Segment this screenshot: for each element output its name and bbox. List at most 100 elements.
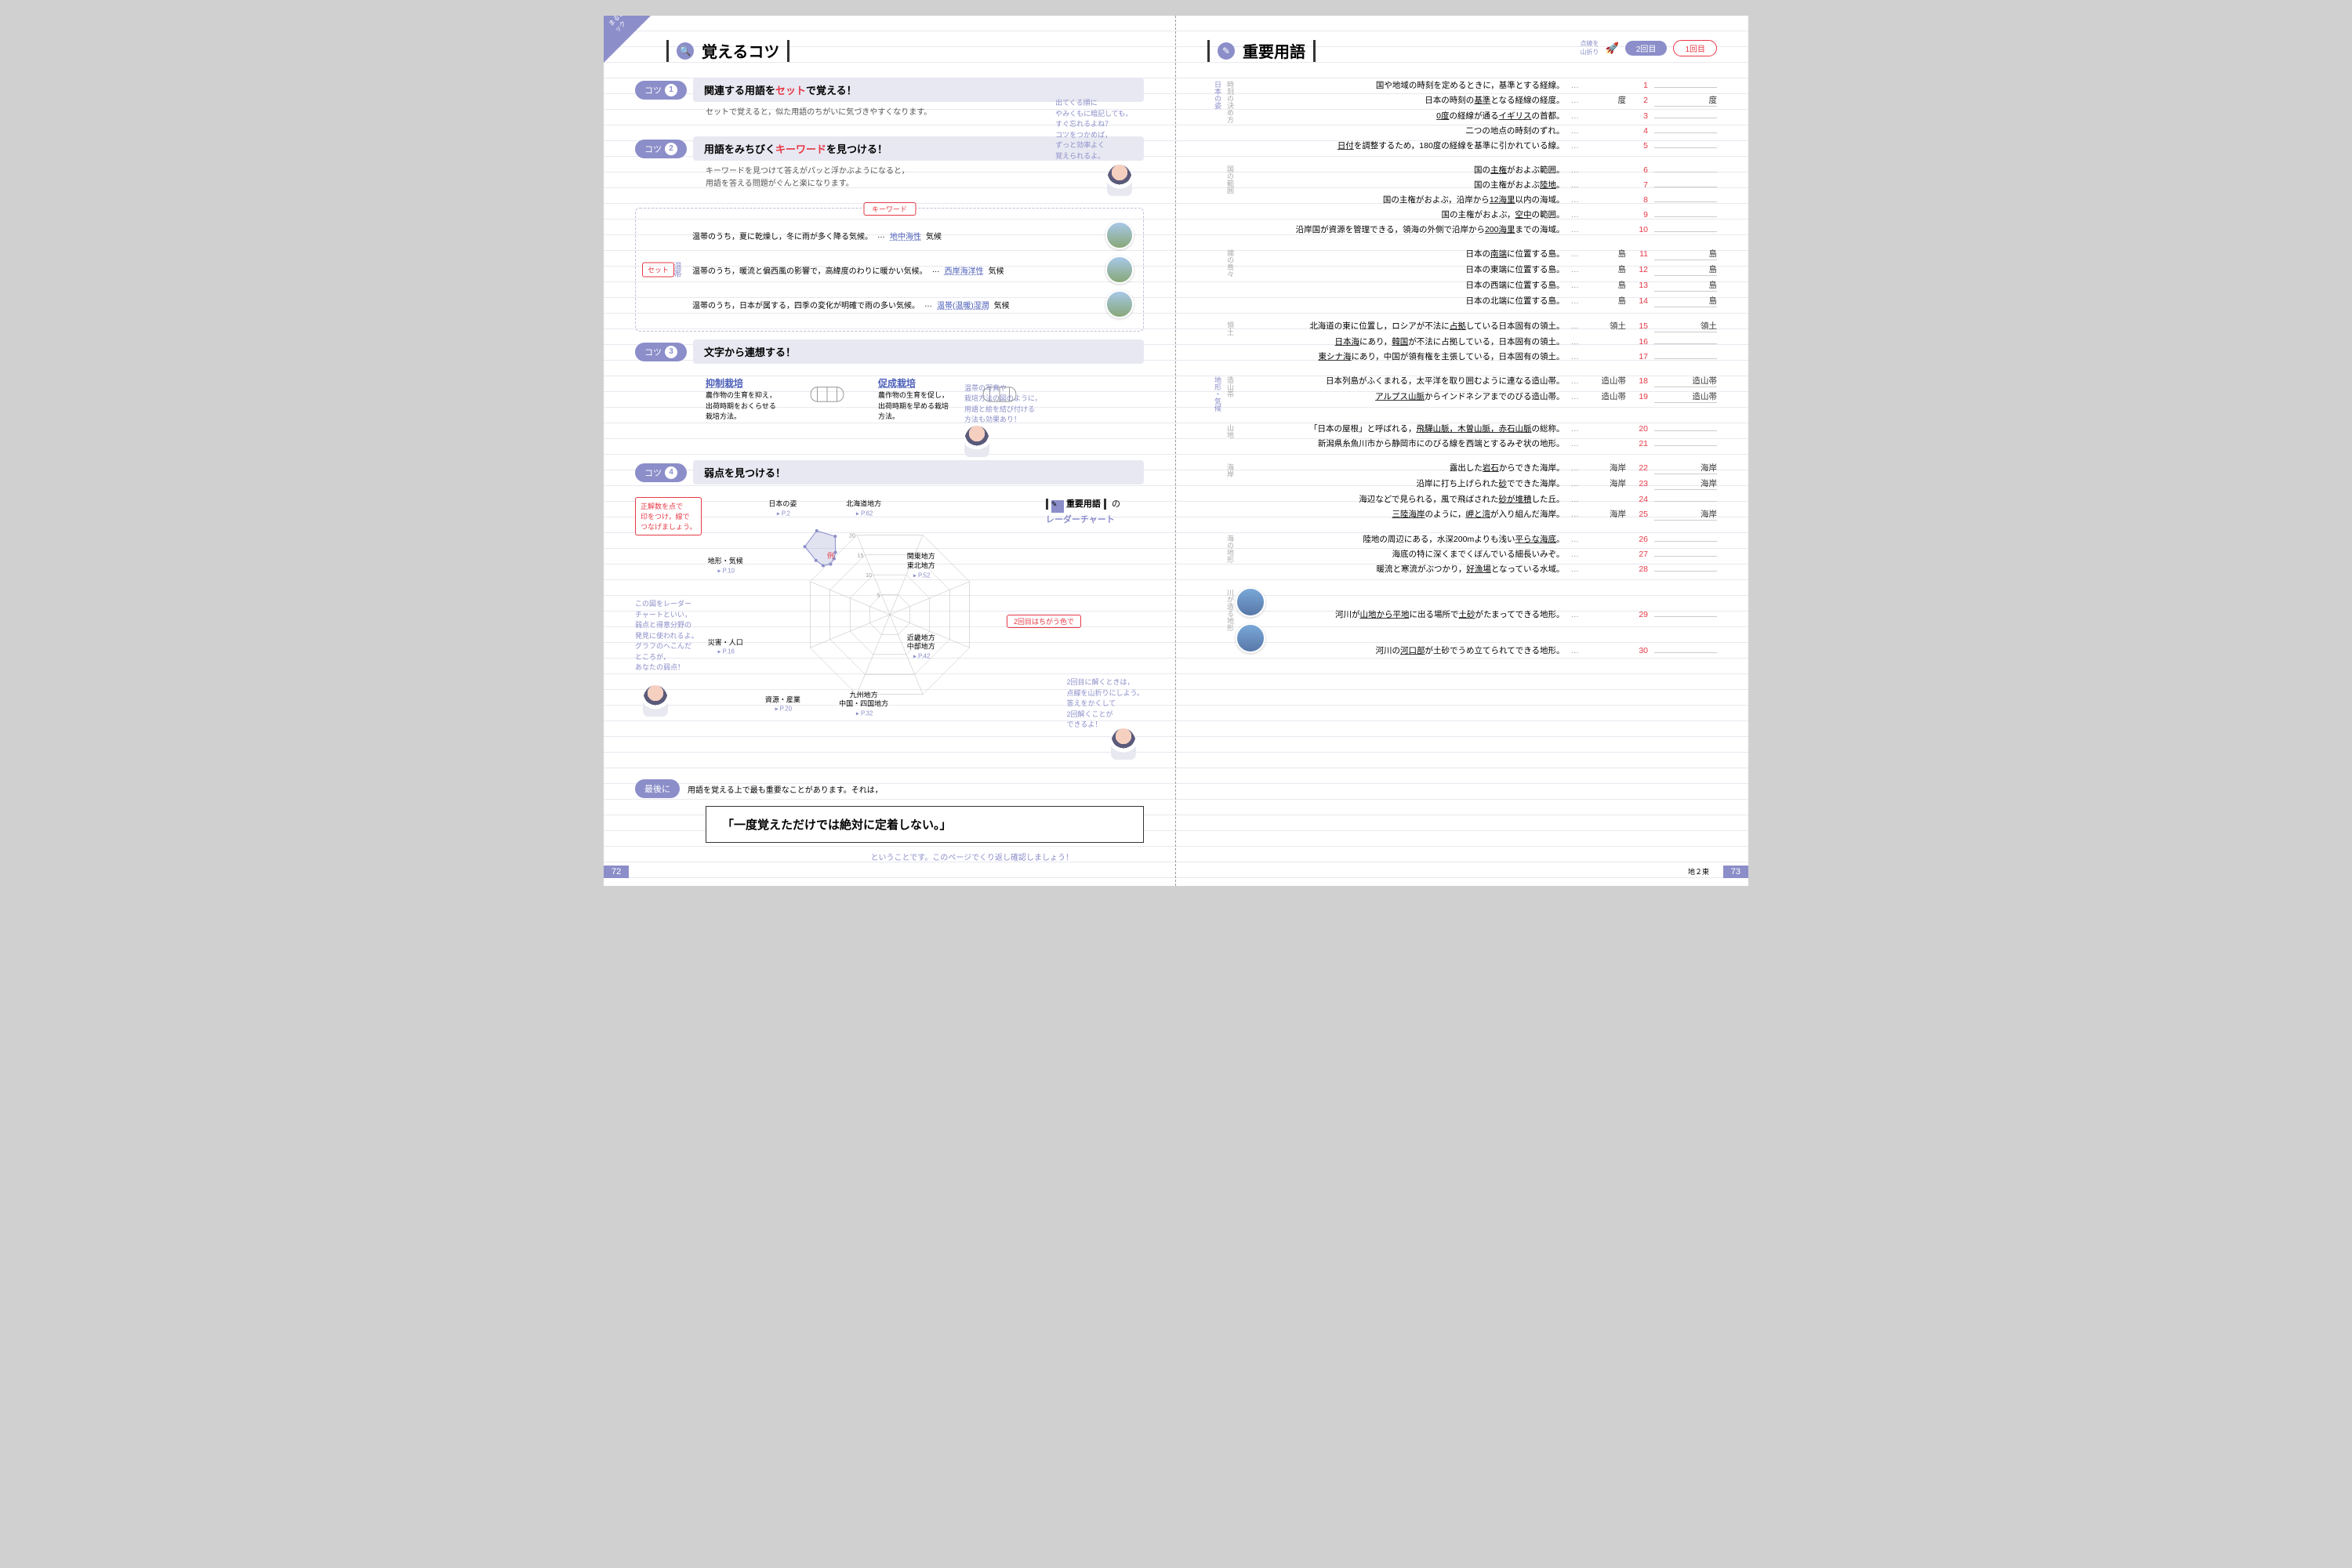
term-desc: 国の主権がおよぶ，空中の範囲。	[1236, 209, 1565, 220]
term-desc: 日本海にあり，韓国が不法に占拠している，日本固有の領土。	[1236, 336, 1565, 347]
tip-block: コツ 4 弱点を見つける！	[635, 460, 1144, 485]
term-suffix: 海岸	[1587, 508, 1626, 520]
term-row: 河川が山地から平地に出る場所で土砂がたまってできる地形。 … 29	[1236, 586, 1717, 622]
term-num: 16	[1632, 337, 1648, 347]
term-answer-blank[interactable]	[1654, 571, 1717, 572]
term-answer-blank[interactable]: 海岸	[1654, 462, 1717, 474]
term-answer-blank[interactable]	[1654, 358, 1717, 359]
final-intro: 用語を覚える上で最も重要なことがあります。それは，	[688, 783, 883, 795]
group-subcategory: 時刻の決め方	[1223, 78, 1236, 153]
svg-text:例: 例	[827, 551, 834, 560]
term-answer-blank[interactable]	[1654, 132, 1717, 133]
header-bar	[787, 40, 789, 62]
term-num: 25	[1632, 510, 1648, 519]
term-answer-blank[interactable]	[1654, 616, 1717, 617]
term-answer-blank[interactable]: 領土	[1654, 320, 1717, 332]
term-suffix: 度	[1587, 94, 1626, 106]
term-num: 2	[1632, 96, 1648, 105]
term-row: 国の主権がおよぶ陸地。 … 7	[1236, 177, 1717, 192]
term-num: 1	[1632, 81, 1648, 90]
term-suffix: 造山帯	[1587, 390, 1626, 402]
term-answer-blank[interactable]: 海岸	[1654, 508, 1717, 521]
term-row: 三陸海岸のように，岬と湾が入り組んだ海岸。 … 海岸 25 海岸	[1236, 506, 1717, 522]
group-subcategory: 端の島々	[1223, 246, 1236, 309]
group-subcategory: 山地	[1223, 421, 1236, 451]
radar-fold-note: 2回目に解くときは， 点線を山折りにしよう。 答えをかくして 2回解くことが で…	[1067, 677, 1144, 731]
term-suffix: 島	[1587, 279, 1626, 291]
term-group: 海の地形 陸地の周辺にある，水深200mよりも浅い平らな海底。 … 26 海底の…	[1207, 532, 1717, 576]
term-group: 川が造る地形 河川が山地から平地に出る場所で土砂がたまってできる地形。 … 29…	[1207, 586, 1717, 658]
term-num: 3	[1632, 111, 1648, 121]
term-desc: 日付を調整するため，180度の経線を基準に引かれている線。	[1236, 140, 1565, 151]
term-dots: …	[1571, 265, 1581, 274]
terms-table: 日本の姿 時刻の決め方 国や地域の時刻を定めるときに，基準とする経線。 … 1 …	[1207, 78, 1717, 658]
term-num: 21	[1632, 439, 1648, 448]
group-category	[1207, 532, 1223, 576]
tip-title: 文字から連想する！	[693, 339, 1144, 364]
character-icon	[1107, 165, 1132, 196]
term-answer-blank[interactable]: 島	[1654, 263, 1717, 276]
term-desc: 日本列島がふくまれる，太平洋を取り囲むように連なる造山帯。	[1236, 375, 1565, 387]
term-answer-blank[interactable]	[1654, 541, 1717, 542]
term-dots: …	[1571, 81, 1581, 90]
term-answer-blank[interactable]: 造山帯	[1654, 390, 1717, 403]
radar-side-note: この図をレーダー チャートといい， 弱点と得意分野の 発見に使われるよ。 グラフ…	[635, 599, 699, 673]
final-label: 最後に	[635, 779, 680, 798]
term-answer-blank[interactable]: 造山帯	[1654, 375, 1717, 387]
term-answer-blank[interactable]: 島	[1654, 279, 1717, 292]
term-answer-blank[interactable]	[1654, 147, 1717, 148]
term-row: 日本の南端に位置する島。 … 島 11 島	[1236, 246, 1717, 262]
term-answer-blank[interactable]	[1654, 201, 1717, 202]
term-answer-blank[interactable]	[1654, 652, 1717, 653]
term-desc: 日本の西端に位置する島。	[1236, 279, 1565, 291]
term-answer-blank[interactable]: 海岸	[1654, 477, 1717, 490]
term-dots: …	[1571, 337, 1581, 347]
term-desc: 日本の北端に位置する島。	[1236, 295, 1565, 307]
term-dots: …	[1571, 281, 1581, 290]
group-category	[1207, 586, 1223, 658]
term-group: 海岸 露出した岩石からできた海岸。 … 海岸 22 海岸 沿岸に打ち上げられた砂…	[1207, 460, 1717, 522]
right-section-title: 重要用語	[1243, 39, 1305, 62]
group-category	[1207, 460, 1223, 522]
term-answer-blank[interactable]: 島	[1654, 248, 1717, 260]
term-num: 10	[1632, 225, 1648, 234]
term-num: 15	[1632, 321, 1648, 331]
term-group: 領土 北海道の東に位置し，ロシアが不法に占拠している日本固有の領土。 … 領土 …	[1207, 318, 1717, 364]
term-dots: …	[1571, 392, 1581, 401]
term-row: 沿岸に打ち上げられた砂でできた海岸。 … 海岸 23 海岸	[1236, 476, 1717, 492]
term-answer-blank[interactable]	[1654, 430, 1717, 431]
group-subcategory: 領土	[1223, 318, 1236, 364]
term-group: 地形・気候 造山帯 日本列島がふくまれる，太平洋を取り囲むように連なる造山帯。 …	[1207, 373, 1717, 412]
term-desc: 東シナ海にあり，中国が領有権を主張している，日本固有の領土。	[1236, 350, 1565, 362]
term-row: 日本列島がふくまれる，太平洋を取り囲むように連なる造山帯。 … 造山帯 18 造…	[1236, 373, 1717, 389]
term-num: 13	[1632, 281, 1648, 290]
term-row: 海辺などで見られる，風で飛ばされた砂が堆積した丘。 … 24	[1236, 492, 1717, 506]
radar-color-note: 2回目はちがう色で	[1007, 615, 1081, 628]
radar-axis-label: 災害・人口P.16	[708, 638, 743, 656]
radar-axis-label: 資源・産業P.20	[765, 695, 800, 713]
header-bar	[1313, 40, 1316, 62]
left-section-title: 覚えるコツ	[702, 39, 779, 62]
term-desc: 沿岸に打ち上げられた砂でできた海岸。	[1236, 477, 1565, 489]
final-quote-box: 「一度覚えただけでは絶対に定着しない。」	[706, 806, 1144, 843]
term-num: 6	[1632, 165, 1648, 175]
term-answer-blank[interactable]	[1654, 343, 1717, 344]
term-num: 7	[1632, 180, 1648, 190]
term-answer-blank[interactable]	[1654, 445, 1717, 446]
radar-axis-label: 地形・気候P.10	[708, 557, 743, 575]
term-row: 露出した岩石からできた海岸。 … 海岸 22 海岸	[1236, 460, 1717, 476]
term-answer-blank[interactable]: 島	[1654, 295, 1717, 307]
term-num: 30	[1632, 646, 1648, 655]
term-answer-blank[interactable]: 度	[1654, 94, 1717, 107]
term-answer-blank[interactable]	[1654, 87, 1717, 88]
term-desc: 国の主権がおよぶ，沿岸から12海里以内の海域。	[1236, 194, 1565, 205]
term-row: 新潟県糸魚川市から静岡市にのびる線を西端とするみぞ状の地形。 … 21	[1236, 436, 1717, 451]
term-answer-blank[interactable]	[1654, 556, 1717, 557]
svg-text:20: 20	[849, 533, 855, 539]
term-answer-blank[interactable]	[1654, 216, 1717, 217]
term-answer-blank[interactable]	[1654, 231, 1717, 232]
term-suffix: 島	[1587, 295, 1626, 307]
term-answer-blank[interactable]	[1654, 501, 1717, 502]
climate-thumb	[1105, 256, 1134, 284]
term-num: 19	[1632, 392, 1648, 401]
